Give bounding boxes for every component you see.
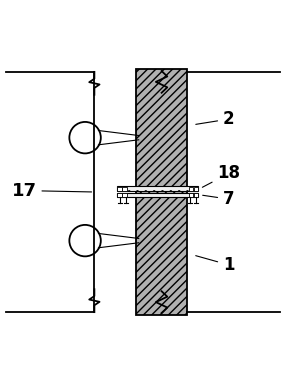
- Bar: [122, 193, 127, 197]
- Text: 18: 18: [202, 164, 240, 187]
- Bar: [194, 193, 198, 197]
- Bar: [117, 187, 122, 190]
- Bar: [194, 187, 198, 190]
- Bar: [136, 69, 187, 315]
- Text: 7: 7: [203, 190, 235, 208]
- Bar: [189, 193, 193, 197]
- Bar: [117, 192, 198, 197]
- Bar: [117, 186, 198, 191]
- Text: 1: 1: [196, 256, 235, 274]
- Bar: [122, 187, 127, 190]
- Text: 17: 17: [11, 182, 92, 200]
- Text: 2: 2: [196, 110, 235, 128]
- Bar: [189, 187, 193, 190]
- Bar: [117, 193, 122, 197]
